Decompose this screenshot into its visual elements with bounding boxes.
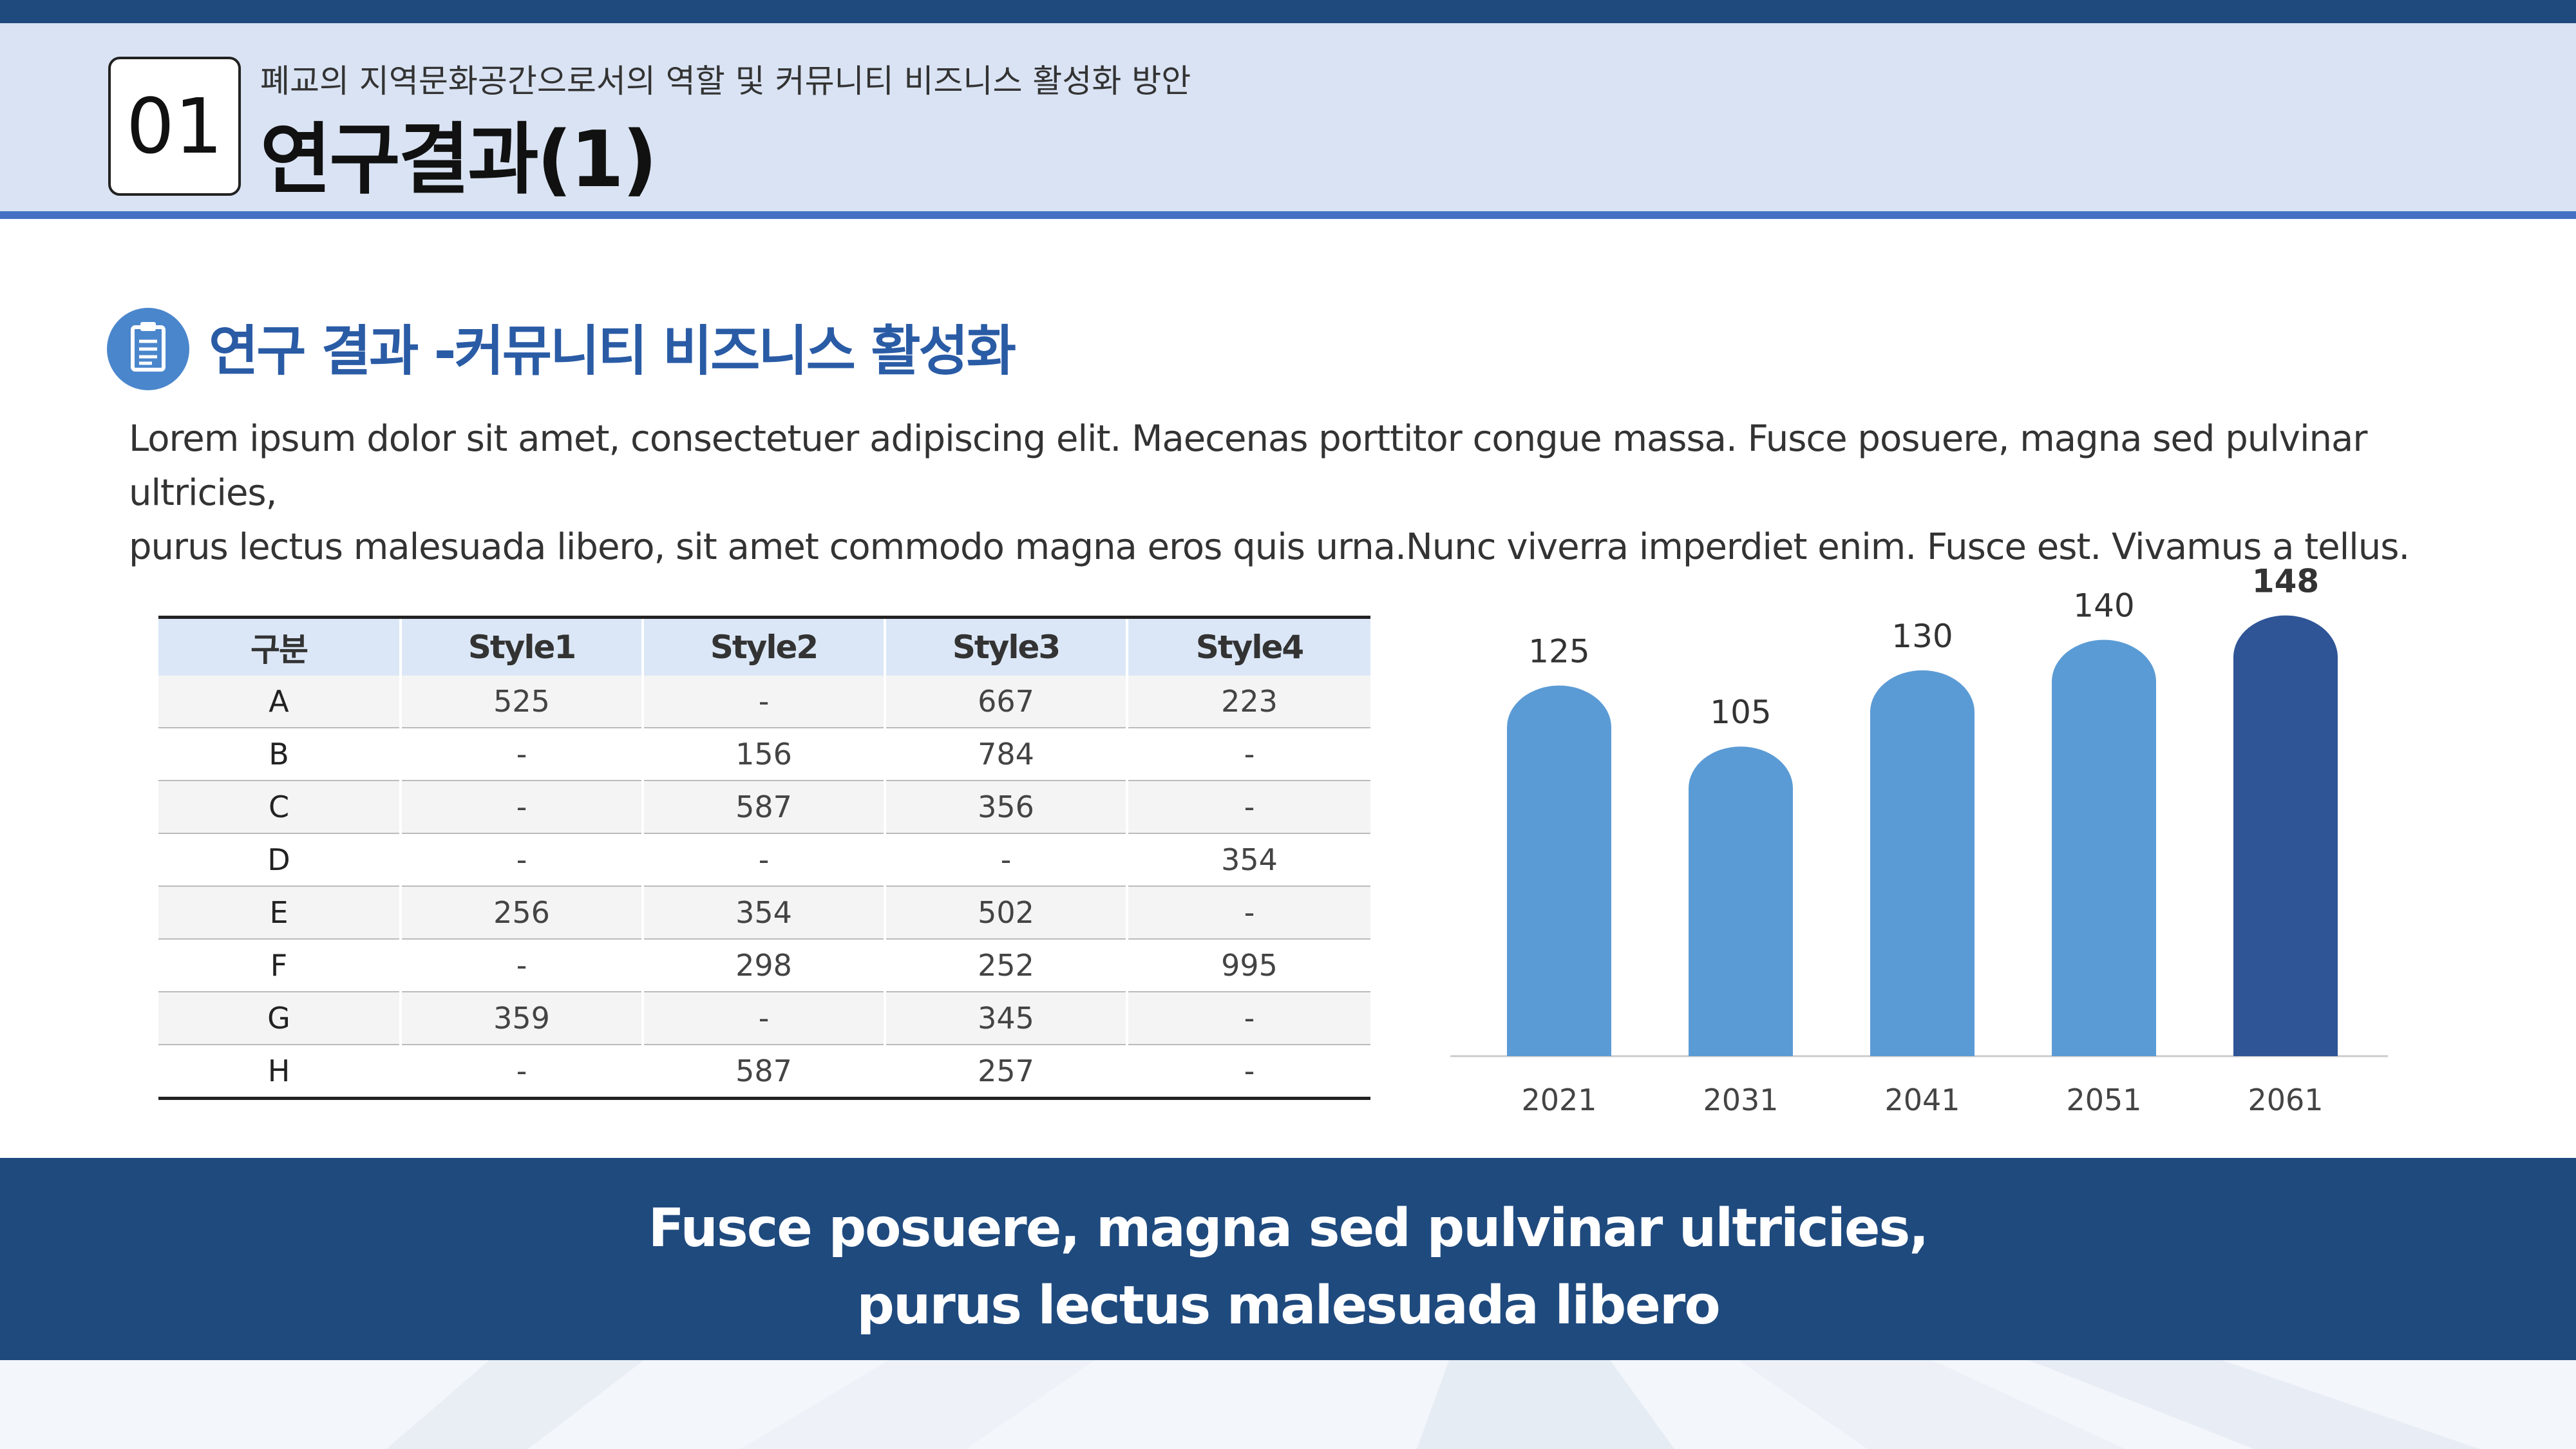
x-tick-label: 2061 bbox=[2248, 1083, 2323, 1117]
table-cell: - bbox=[399, 1045, 643, 1100]
description-line-2: purus lectus malesuada libero, sit amet … bbox=[129, 526, 2410, 568]
table-cell: 257 bbox=[884, 1045, 1127, 1100]
top-strip bbox=[0, 0, 2576, 23]
table-cell: 667 bbox=[884, 676, 1127, 728]
table-header-cell: Style4 bbox=[1126, 616, 1370, 676]
table-row: C - 587 356 - bbox=[158, 781, 1370, 834]
table-cell: 995 bbox=[1126, 939, 1370, 992]
chart-bar bbox=[1870, 670, 1975, 1056]
footer-band bbox=[0, 1158, 2576, 1360]
table-cell: G bbox=[158, 992, 401, 1045]
table-cell: F bbox=[158, 939, 401, 992]
table-cell: - bbox=[1126, 992, 1370, 1045]
x-tick-label: 2021 bbox=[1521, 1083, 1596, 1117]
table-cell: - bbox=[399, 833, 643, 887]
bar-chart: 125 2021 105 2031 130 2041 140 2051 148 2061 bbox=[1450, 563, 2388, 1117]
table-cell: - bbox=[1126, 886, 1370, 940]
table-cell: - bbox=[399, 781, 643, 834]
table-cell: 502 bbox=[884, 886, 1127, 940]
table-cell: - bbox=[1126, 781, 1370, 834]
chart-bar bbox=[1689, 746, 1793, 1056]
table-row: H - 587 257 - bbox=[158, 1045, 1370, 1100]
table-row: E 256 354 502 - bbox=[158, 886, 1370, 940]
table-cell: 525 bbox=[399, 676, 643, 728]
table-cell: 354 bbox=[1126, 833, 1370, 887]
table-cell: 223 bbox=[1126, 676, 1370, 728]
x-tick-label: 2031 bbox=[1703, 1083, 1778, 1117]
table-cell: 354 bbox=[641, 886, 885, 940]
bar-value-label: 148 bbox=[2252, 563, 2319, 600]
x-tick-label: 2051 bbox=[2066, 1083, 2141, 1117]
table-cell: - bbox=[1126, 1045, 1370, 1100]
bar-value-label: 125 bbox=[1528, 633, 1589, 670]
chart-bar bbox=[2233, 615, 2338, 1056]
table-cell: C bbox=[158, 781, 401, 834]
table-cell: B bbox=[158, 728, 401, 781]
table-row: F - 298 252 995 bbox=[158, 939, 1370, 992]
bar-value-label: 105 bbox=[1710, 694, 1771, 731]
footer-message: Fusce posuere, magna sed pulvinar ultric… bbox=[0, 1190, 2576, 1345]
table-cell: 784 bbox=[884, 728, 1127, 781]
header-band bbox=[0, 23, 2576, 211]
table-cell: 298 bbox=[641, 939, 885, 992]
section-number-box: 01 bbox=[108, 57, 241, 196]
table-cell: 587 bbox=[641, 781, 885, 834]
table-header-row: 구분 Style1 Style2 Style3 Style4 bbox=[158, 616, 1370, 676]
bar-value-label: 130 bbox=[1891, 618, 1953, 655]
table-cell: 359 bbox=[399, 992, 643, 1045]
table-cell: 256 bbox=[399, 886, 643, 940]
table-cell: A bbox=[158, 676, 401, 728]
table-header-cell: Style1 bbox=[399, 616, 643, 676]
table-cell: - bbox=[399, 939, 643, 992]
x-tick-label: 2041 bbox=[1884, 1083, 1960, 1117]
footer-line-1: Fusce posuere, magna sed pulvinar ultric… bbox=[648, 1198, 1929, 1259]
table-row: A 525 - 667 223 bbox=[158, 676, 1370, 728]
table-cell: - bbox=[641, 833, 885, 887]
table-cell: D bbox=[158, 833, 401, 887]
header-underline bbox=[0, 211, 2576, 219]
table-cell: E bbox=[158, 886, 401, 940]
chart-bar bbox=[2052, 639, 2156, 1056]
header-subtitle: 폐교의 지역문화공간으로서의 역할 및 커뮤니티 비즈니스 활성화 방안 bbox=[260, 62, 1191, 100]
clipboard-icon bbox=[107, 308, 189, 390]
table-row: G 359 - 345 - bbox=[158, 992, 1370, 1045]
table-cell: 156 bbox=[641, 728, 885, 781]
table-cell: 356 bbox=[884, 781, 1127, 834]
table-cell: 587 bbox=[641, 1045, 885, 1100]
chart-bar bbox=[1507, 685, 1611, 1056]
table-cell: - bbox=[1126, 728, 1370, 781]
table-header-cell: 구분 bbox=[158, 616, 401, 676]
page-title: 연구결과(1) bbox=[260, 115, 658, 205]
description: Lorem ipsum dolor sit amet, consectetuer… bbox=[129, 412, 2421, 574]
table-header-cell: Style3 bbox=[884, 616, 1127, 676]
table-cell: - bbox=[641, 676, 885, 728]
table-cell: H bbox=[158, 1045, 401, 1100]
bottom-decoration bbox=[0, 1360, 2576, 1449]
table-cell: - bbox=[641, 992, 885, 1045]
footer-line-2: purus lectus malesuada libero bbox=[857, 1275, 1720, 1336]
table-header-cell: Style2 bbox=[641, 616, 885, 676]
bar-value-label: 140 bbox=[2073, 587, 2134, 625]
table-cell: - bbox=[884, 833, 1127, 887]
table-cell: 252 bbox=[884, 939, 1127, 992]
table-row: B - 156 784 - bbox=[158, 728, 1370, 781]
table-row: D - - - 354 bbox=[158, 833, 1370, 887]
description-line-1: Lorem ipsum dolor sit amet, consectetuer… bbox=[129, 418, 2367, 514]
table-cell: - bbox=[399, 728, 643, 781]
section-title: 연구 결과 -커뮤니티 비즈니스 활성화 bbox=[209, 319, 1016, 383]
data-table: 구분 Style1 Style2 Style3 Style4 A 525 - 6… bbox=[158, 616, 1370, 1100]
table-cell: 345 bbox=[884, 992, 1127, 1045]
